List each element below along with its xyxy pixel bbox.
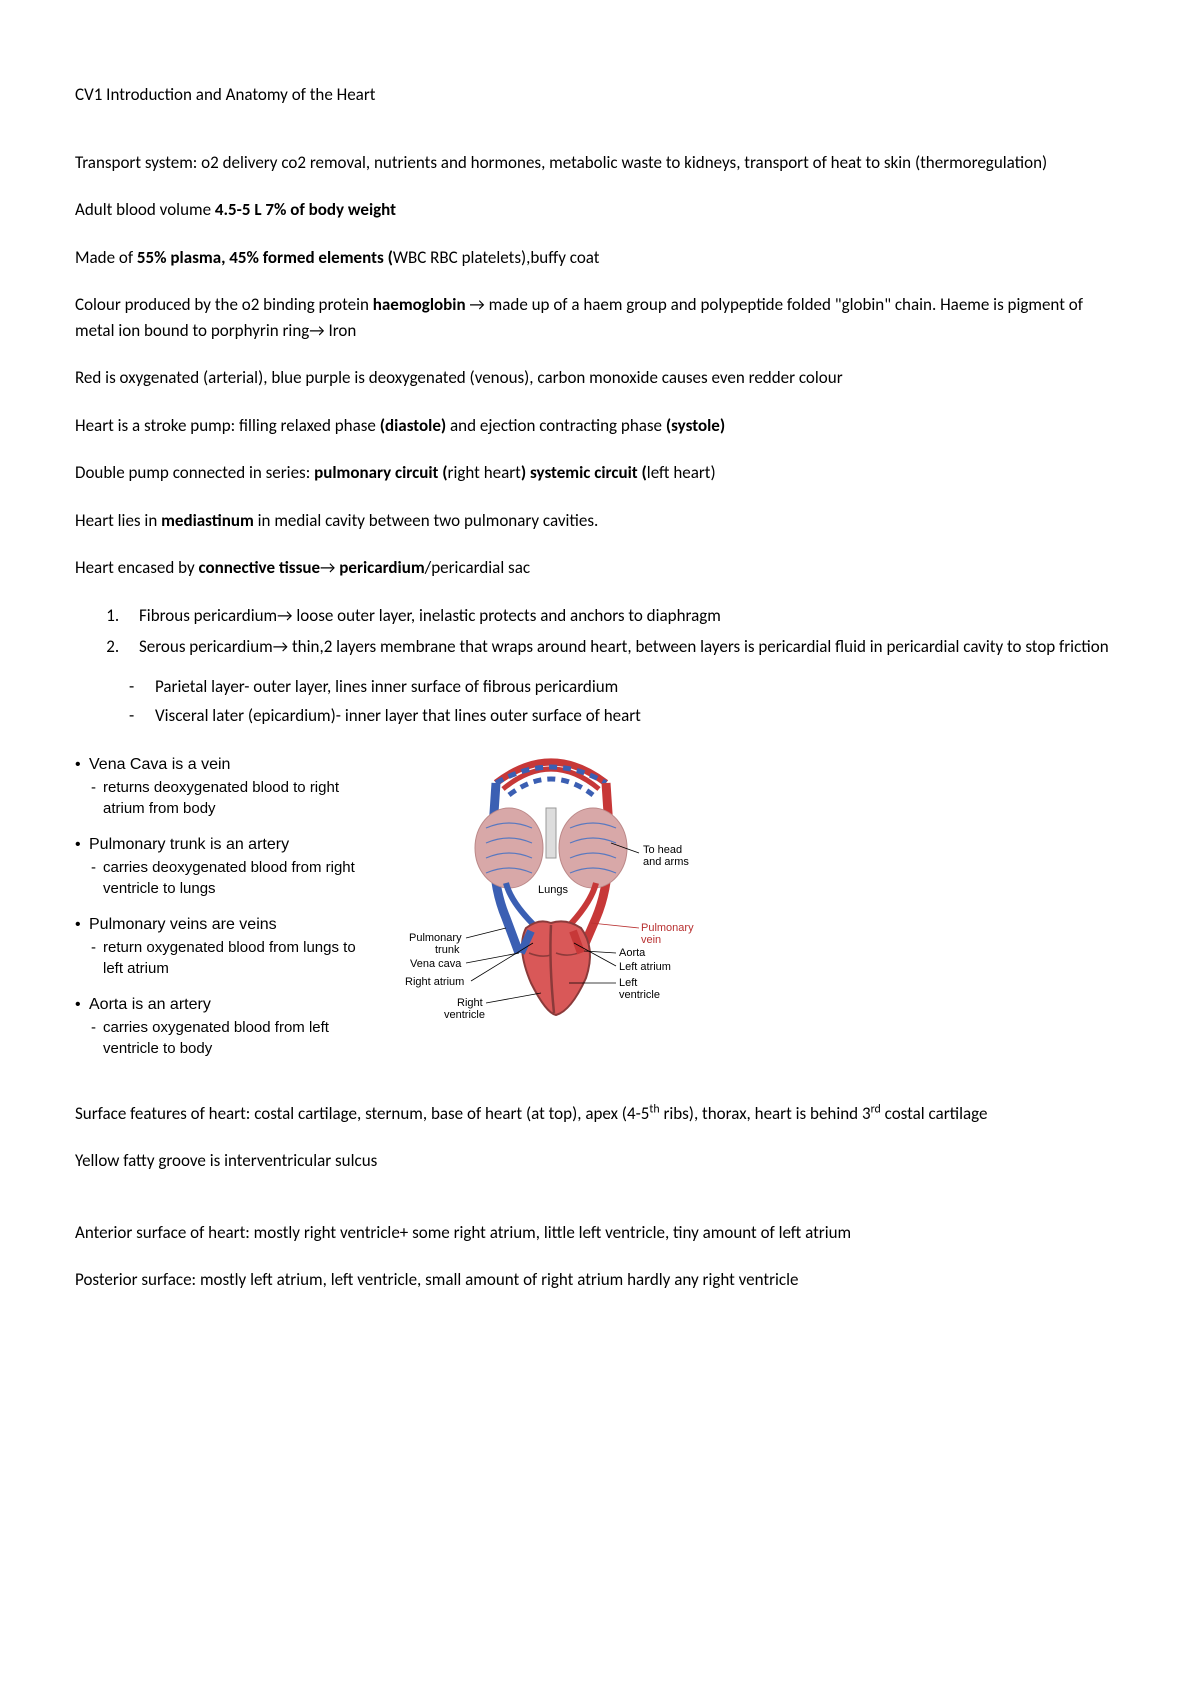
text-bold: 4.5-5 L 7% of body weight bbox=[215, 199, 396, 220]
paragraph-blood-volume: Adult blood volume 4.5-5 L 7% of body we… bbox=[75, 197, 1125, 223]
left-lung-icon bbox=[475, 808, 543, 888]
text: WBC RBC platelets),buffy coat bbox=[393, 247, 600, 268]
diagram-svg: To head and arms Lungs Pulmonary trunk P… bbox=[391, 753, 721, 1053]
text: Surface features of heart: costal cartil… bbox=[75, 1103, 649, 1124]
paragraph-circuits: Double pump connected in series: pulmona… bbox=[75, 460, 1125, 486]
bullet-aorta: Aorta is an artery bbox=[75, 993, 375, 1017]
paragraph-composition: Made of 55% plasma, 45% formed elements … bbox=[75, 245, 1125, 271]
circulation-diagram: To head and arms Lungs Pulmonary trunk P… bbox=[391, 753, 721, 1073]
paragraph-pericardium: Heart encased by connective tissue→ peri… bbox=[75, 555, 1125, 581]
text: removal, nutrients and hormones, metabol… bbox=[310, 152, 1047, 173]
bullet-pulmonary-trunk-sub: carries deoxygenated blood from right ve… bbox=[75, 857, 375, 899]
paragraph-haemoglobin: Colour produced by the o2 binding protei… bbox=[75, 292, 1125, 343]
bullet-pulmonary-trunk: Pulmonary trunk is an artery bbox=[75, 833, 375, 857]
dash-visceral: Visceral later (epicardium)- inner layer… bbox=[129, 703, 1125, 729]
text: co2 bbox=[281, 152, 309, 173]
bullet-vena-cava-sub: returns deoxygenated blood to right atri… bbox=[75, 777, 375, 819]
text: costal cartilage bbox=[881, 1103, 988, 1124]
label-ventricle2: ventricle bbox=[619, 989, 660, 1001]
text-bold: ) systemic circuit ( bbox=[521, 462, 647, 483]
text: Colour produced by the o2 binding protei… bbox=[75, 294, 373, 315]
bullet-pulmonary-veins: Pulmonary veins are veins bbox=[75, 913, 375, 937]
text: → bbox=[320, 557, 339, 578]
text-bold: pulmonary circuit ( bbox=[314, 462, 447, 483]
label-aorta: Aorta bbox=[619, 947, 646, 959]
paragraph-sulcus: Yellow fatty groove is interventricular … bbox=[75, 1148, 1125, 1174]
text: Double pump connected in series: bbox=[75, 462, 314, 483]
paragraph-transport: Transport system: o2 delivery co2 remova… bbox=[75, 150, 1125, 176]
vessel-bullets: Vena Cava is a vein returns deoxygenated… bbox=[75, 753, 375, 1073]
document-title: CV1 Introduction and Anatomy of the Hear… bbox=[75, 82, 1125, 108]
label-line-icon bbox=[466, 953, 519, 963]
right-lung-icon bbox=[559, 808, 627, 888]
paragraph-surface-features: Surface features of heart: costal cartil… bbox=[75, 1101, 1125, 1127]
label-to-head: To head bbox=[643, 844, 682, 856]
text: Adult blood volume bbox=[75, 199, 215, 220]
serous-sublist: Parietal layer- outer layer, lines inner… bbox=[129, 674, 1125, 729]
pericardium-list: Fibrous pericardium→ loose outer layer, … bbox=[123, 603, 1125, 660]
text: ribs), thorax, heart is behind 3 bbox=[660, 1103, 871, 1124]
paragraph-posterior: Posterior surface: mostly left atrium, l… bbox=[75, 1267, 1125, 1293]
text: /pericardial sac bbox=[425, 557, 530, 578]
paragraph-mediastinum: Heart lies in mediastinum in medial cavi… bbox=[75, 508, 1125, 534]
text-bold: 55% plasma, 45% formed elements ( bbox=[137, 247, 393, 268]
label-right: Right bbox=[457, 997, 483, 1009]
text: left heart) bbox=[647, 462, 716, 483]
list-item-serous: Serous pericardium→ thin,2 layers membra… bbox=[123, 634, 1125, 660]
trachea-icon bbox=[546, 808, 556, 858]
label-line-icon bbox=[486, 993, 541, 1003]
superscript: th bbox=[649, 1102, 659, 1116]
text: right heart bbox=[448, 462, 521, 483]
bullet-aorta-sub: carries oxygenated blood from left ventr… bbox=[75, 1017, 375, 1059]
label-pulmonary2: Pulmonary bbox=[641, 922, 694, 934]
text: delivery bbox=[223, 152, 282, 173]
superscript: rd bbox=[871, 1102, 881, 1116]
label-pulmonary: Pulmonary bbox=[409, 932, 462, 944]
paragraph-colour: Red is oxygenated (arterial), blue purpl… bbox=[75, 365, 1125, 391]
label-left-atrium: Left atrium bbox=[619, 961, 671, 973]
text: Made of bbox=[75, 247, 137, 268]
text: Transport system: o2 bbox=[75, 152, 223, 173]
text-bold: (diastole) bbox=[380, 415, 446, 436]
label-vein: vein bbox=[641, 934, 661, 946]
text-bold: connective tissue bbox=[199, 557, 321, 578]
paragraph-anterior: Anterior surface of heart: mostly right … bbox=[75, 1220, 1125, 1246]
text-bold: pericardium bbox=[339, 557, 424, 578]
bullet-pulmonary-veins-sub: return oxygenated blood from lungs to le… bbox=[75, 937, 375, 979]
label-left: Left bbox=[619, 977, 637, 989]
label-and-arms: and arms bbox=[643, 856, 689, 868]
label-ventricle: ventricle bbox=[444, 1009, 485, 1021]
label-right-atrium: Right atrium bbox=[405, 976, 464, 988]
bullet-vena-cava: Vena Cava is a vein bbox=[75, 753, 375, 777]
text: and ejection contracting phase bbox=[446, 415, 666, 436]
text-bold: haemoglobin bbox=[373, 294, 466, 315]
text-bold: (systole) bbox=[666, 415, 725, 436]
arch-blue-2-icon bbox=[509, 779, 593, 795]
label-line-icon bbox=[591, 923, 639, 928]
text-bold: mediastinum bbox=[161, 510, 254, 531]
paragraph-stroke-pump: Heart is a stroke pump: filling relaxed … bbox=[75, 413, 1125, 439]
text: Heart is a stroke pump: filling relaxed … bbox=[75, 415, 380, 436]
dash-parietal: Parietal layer- outer layer, lines inner… bbox=[129, 674, 1125, 700]
list-item-fibrous: Fibrous pericardium→ loose outer layer, … bbox=[123, 603, 1125, 629]
label-vena-cava: Vena cava bbox=[410, 958, 462, 970]
text: Heart encased by bbox=[75, 557, 199, 578]
label-lungs: Lungs bbox=[538, 884, 568, 896]
text: in medial cavity between two pulmonary c… bbox=[254, 510, 598, 531]
text: Heart lies in bbox=[75, 510, 161, 531]
label-line-icon bbox=[466, 928, 506, 938]
label-trunk: trunk bbox=[435, 944, 460, 956]
